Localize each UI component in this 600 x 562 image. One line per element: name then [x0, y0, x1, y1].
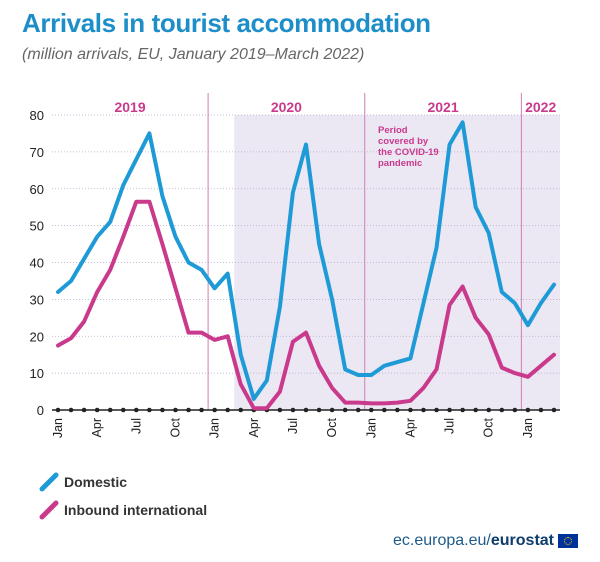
legend-swatch-inbound: [38, 499, 60, 521]
x-tick-label: Oct: [482, 417, 496, 437]
x-axis-dot: [486, 407, 492, 413]
x-tick-label: Jan: [51, 418, 65, 438]
x-axis-dot: [212, 407, 217, 413]
y-tick-label: 70: [30, 145, 44, 160]
x-axis-dot: [368, 407, 374, 413]
x-tick-label: Jan: [364, 418, 378, 438]
y-tick-label: 50: [30, 219, 44, 234]
x-axis-dot: [68, 407, 74, 413]
eu-flag-icon: [558, 534, 578, 548]
legend-item-inbound: Inbound international: [38, 496, 207, 524]
x-tick-label: Jan: [208, 418, 222, 438]
x-axis-dot: [55, 407, 61, 413]
legend-label-domestic: Domestic: [64, 474, 128, 490]
x-axis-dot: [538, 407, 544, 413]
y-tick-label: 0: [37, 403, 44, 418]
x-axis-dot: [499, 407, 505, 413]
x-axis-dot: [395, 407, 400, 413]
series-line-inbound: [56, 199, 556, 411]
x-axis-dot: [355, 407, 361, 413]
x-axis-dot: [447, 407, 452, 413]
x-tick-label: Oct: [325, 417, 339, 437]
x-axis-dot: [408, 407, 413, 413]
x-axis-dot: [94, 407, 100, 413]
x-axis-dot: [316, 407, 322, 413]
x-axis-dot: [186, 407, 191, 413]
x-tick-label: Jul: [129, 418, 143, 434]
line-chart: 0 10 20 30 40 50 60 70 80 2019 2020 2021 2022 Periodc…: [30, 93, 561, 438]
y-tick-label: 30: [30, 292, 44, 307]
covid-note-line: covered by: [378, 136, 429, 147]
x-axis-dot: [512, 407, 518, 413]
x-axis-dot: [551, 407, 557, 413]
x-tick-label: Jan: [521, 418, 535, 438]
x-axis-dot: [107, 407, 113, 413]
covid-note-line: Period: [378, 125, 408, 136]
x-tick-label: Jul: [443, 418, 457, 434]
covid-note-line: the COVID-19: [378, 147, 439, 158]
x-tick-label: Jul: [286, 418, 300, 434]
x-axis-dot: [134, 407, 139, 413]
legend-label-inbound: Inbound international: [64, 502, 208, 518]
covid-note-line: pandemic: [378, 158, 422, 169]
series-line-domestic: [56, 120, 556, 401]
x-axis-dot: [290, 407, 296, 413]
x-axis-dot: [120, 407, 126, 413]
legend: Domestic Inbound international: [38, 468, 207, 524]
x-axis-dot: [277, 407, 283, 413]
footer-domain[interactable]: ec.europa.eu/: [393, 532, 491, 549]
footer-brand: eurostat: [490, 532, 554, 549]
footer: ec.europa.eu/eurostat: [393, 532, 578, 550]
x-axis-dot: [147, 407, 152, 413]
x-tick-label: Apr: [90, 418, 104, 437]
x-axis-dot: [225, 407, 230, 413]
x-tick-label: Apr: [247, 418, 261, 437]
x-axis-dot: [342, 407, 348, 413]
x-axis-dot: [525, 407, 531, 413]
x-axis-dot: [238, 407, 244, 413]
year-label: 2019: [114, 99, 145, 115]
y-tick-label: 60: [30, 182, 44, 197]
y-tick-label: 10: [30, 366, 44, 381]
x-tick-label: Apr: [403, 418, 417, 437]
x-axis-dot: [421, 407, 426, 413]
y-tick-label: 40: [30, 256, 44, 271]
chart-title: Arrivals in tourist accommodation: [22, 8, 431, 38]
x-axis-dot: [434, 407, 439, 413]
y-tick-label: 80: [30, 108, 44, 123]
x-axis-dot: [173, 407, 178, 413]
x-axis-dot: [81, 407, 87, 413]
chart-subtitle: (million arrivals, EU, January 2019–Marc…: [22, 46, 365, 63]
x-axis-dot: [160, 407, 165, 413]
x-axis-dot: [199, 407, 204, 413]
legend-item-domestic: Domestic: [38, 468, 207, 496]
x-axis-dot: [473, 407, 478, 413]
legend-swatch-domestic: [38, 471, 60, 493]
x-tick-label: Oct: [168, 417, 182, 437]
year-label: 2020: [271, 99, 302, 115]
x-axis-dot: [329, 407, 335, 413]
year-label: 2021: [427, 99, 458, 115]
x-axis-dot: [303, 407, 309, 413]
y-tick-label: 20: [30, 329, 44, 344]
year-label: 2022: [525, 99, 556, 115]
x-axis-dot: [382, 407, 387, 413]
x-axis-dot: [460, 407, 465, 413]
